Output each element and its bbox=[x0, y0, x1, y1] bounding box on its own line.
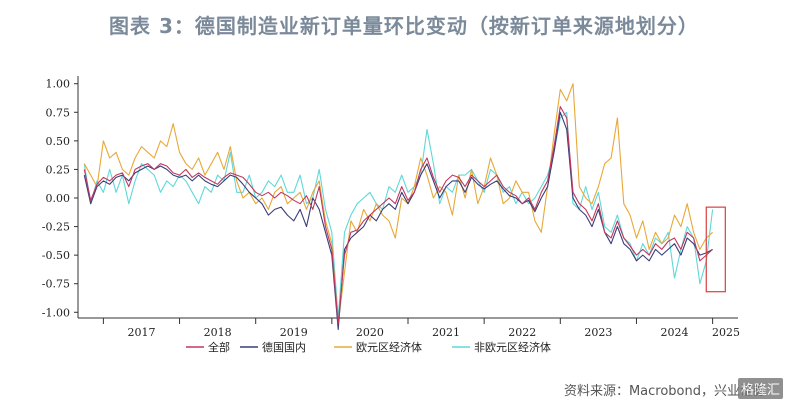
series-line-non-ea bbox=[83, 111, 714, 319]
x-tick-label: 2025 bbox=[712, 326, 740, 339]
source-note: 资料来源：Macrobond，兴业证券 bbox=[563, 384, 766, 399]
x-tick-label: 2023 bbox=[584, 326, 612, 339]
x-tick-label: 2017 bbox=[127, 326, 155, 339]
x-tick-label: 2022 bbox=[508, 326, 536, 339]
legend: 全部 德国国内 欧元区经济体 非欧元区经济体 bbox=[186, 340, 551, 354]
x-tick-label: 2019 bbox=[280, 326, 308, 339]
highlight-box bbox=[705, 206, 726, 293]
chart-title: 图表 3：德国制造业新订单量环比变动（按新订单来源地划分） bbox=[109, 14, 699, 38]
y-tick-label: -0.50 bbox=[42, 249, 70, 262]
y-tick-label: 0.50 bbox=[46, 135, 71, 148]
axes: 1.00 0.75 0.50 0.25 0.00 -0.25 -0.50 -0.75 -1.00… bbox=[42, 76, 740, 339]
watermark: 格隆汇 bbox=[738, 378, 784, 399]
highlight-layer bbox=[705, 206, 726, 293]
legend-label-domestic: 德国国内 bbox=[262, 340, 306, 354]
y-tick-label: 0.25 bbox=[46, 163, 71, 176]
y-tick-label: 1.00 bbox=[46, 78, 71, 91]
legend-label-total: 全部 bbox=[208, 340, 230, 354]
x-tick-label: 2020 bbox=[356, 326, 384, 339]
x-tick-label: 2018 bbox=[204, 326, 232, 339]
y-tick-label: -0.25 bbox=[42, 221, 70, 234]
x-tick-label: 2024 bbox=[661, 326, 689, 339]
series-layer bbox=[83, 83, 714, 330]
y-tick-label: -1.00 bbox=[42, 306, 70, 319]
series-line-domestic bbox=[83, 111, 713, 330]
series-line-ea bbox=[83, 83, 713, 325]
legend-label-non-ea: 非欧元区经济体 bbox=[474, 340, 551, 354]
y-tick-label: -0.75 bbox=[42, 278, 70, 291]
series-line-total bbox=[83, 106, 713, 325]
legend-label-ea: 欧元区经济体 bbox=[356, 340, 422, 354]
y-tick-label: 0.75 bbox=[46, 106, 71, 119]
x-tick-label: 2021 bbox=[432, 326, 460, 339]
y-tick-label: 0.00 bbox=[46, 192, 71, 205]
